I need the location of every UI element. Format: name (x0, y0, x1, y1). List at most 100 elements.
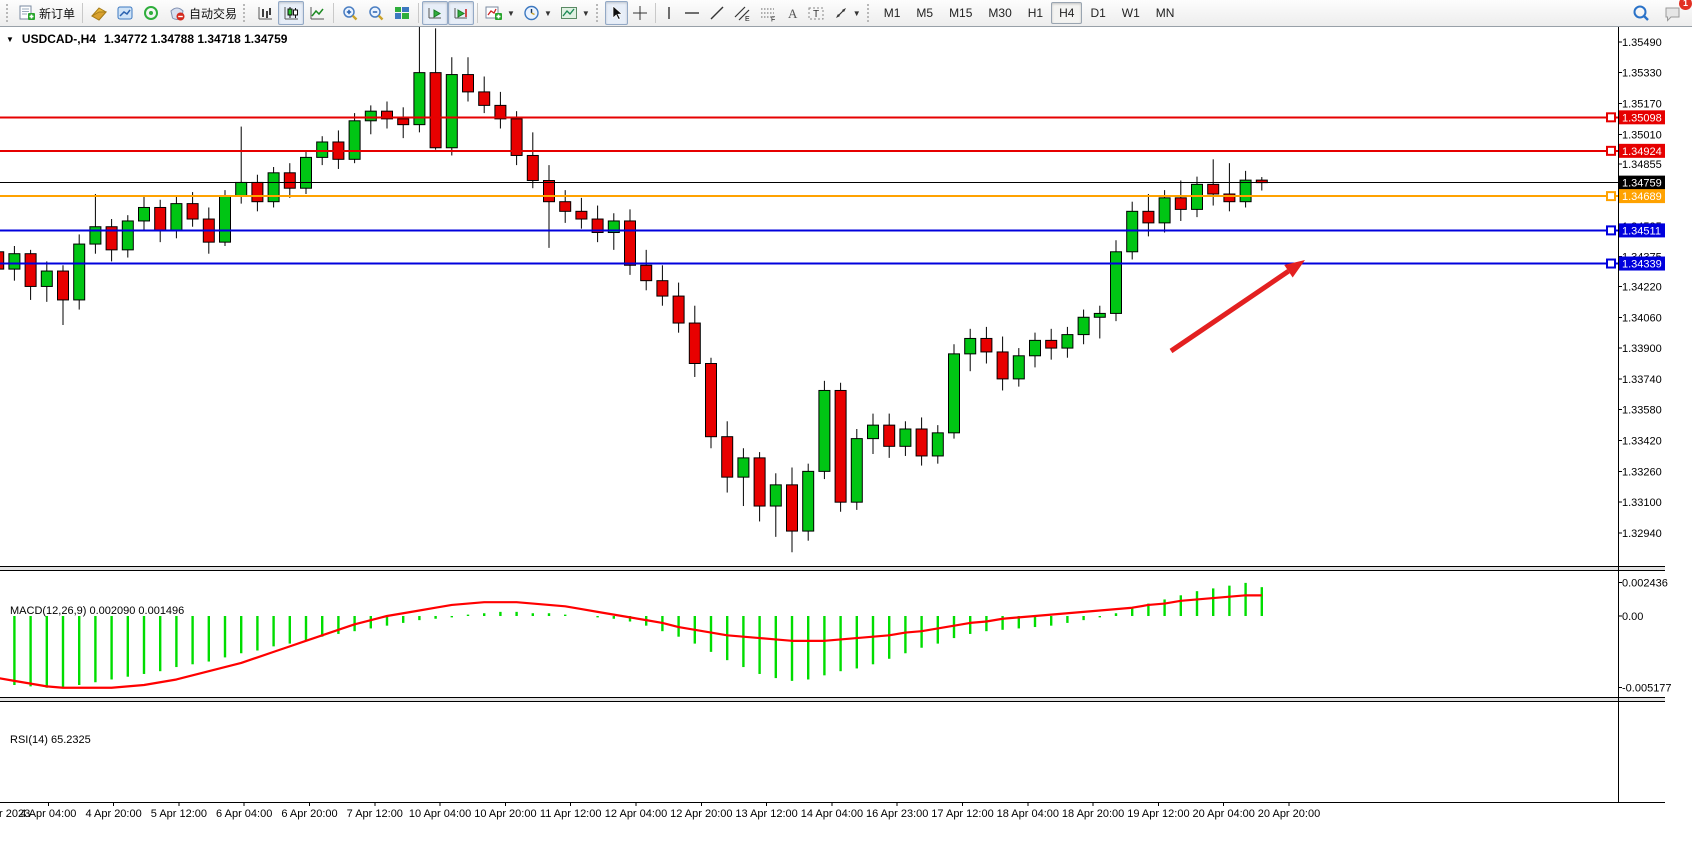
new-order-button[interactable]: 新订单 (15, 1, 79, 25)
bar-chart-icon (258, 7, 273, 20)
cursor-icon (612, 5, 623, 20)
svg-text:6 Apr 04:00: 6 Apr 04:00 (216, 808, 272, 820)
gold-chip-button[interactable] (86, 1, 112, 25)
fibonacci-button[interactable]: F (755, 1, 781, 25)
timeframe-MN[interactable]: MN (1155, 6, 1175, 20)
timeframe-D1[interactable]: D1 (1090, 6, 1106, 20)
equidistant-channel-button[interactable]: E (729, 1, 755, 25)
separator (654, 3, 656, 23)
dropdown-caret-icon: ▼ (581, 8, 590, 18)
svg-text:10 Apr 20:00: 10 Apr 20:00 (474, 808, 536, 820)
gold-chip-icon (91, 7, 108, 21)
svg-text:1.34924: 1.34924 (1622, 146, 1662, 158)
crosshair-button[interactable] (628, 1, 652, 25)
svg-text:1.35490: 1.35490 (1622, 37, 1662, 49)
text-label-button[interactable]: T (803, 1, 829, 25)
zoom-in-button[interactable] (337, 1, 363, 25)
svg-text:12 Apr 04:00: 12 Apr 04:00 (605, 808, 667, 820)
signals-button[interactable] (138, 1, 164, 25)
svg-text:1.35010: 1.35010 (1622, 129, 1662, 141)
chart-canvas[interactable]: 1.356501.354901.353301.351701.350101.348… (0, 0, 1692, 828)
chart-title: ▼ USDCAD-,H4 1.34772 1.34788 1.34718 1.3… (6, 32, 287, 46)
toolbar-grip[interactable] (6, 4, 11, 22)
new-order-label: 新订单 (39, 6, 76, 21)
text-label-icon: T (808, 7, 824, 20)
horizontal-line-button[interactable] (679, 1, 705, 25)
timeframe-H1[interactable]: H1 (1027, 6, 1044, 20)
toolbar-grip[interactable] (243, 4, 248, 22)
line-handle[interactable] (1606, 191, 1616, 202)
svg-text:1.33420: 1.33420 (1622, 436, 1662, 448)
line-handle[interactable] (1606, 258, 1616, 269)
timeframe-H4[interactable]: H4 (1051, 2, 1083, 24)
separator (477, 3, 479, 23)
vertical-line-button[interactable] (659, 1, 679, 25)
svg-text:0.002436: 0.002436 (1622, 577, 1668, 589)
timeframe-M5[interactable]: M5 (916, 6, 934, 20)
auto-scroll-icon (428, 8, 442, 19)
tile-windows-button[interactable] (389, 1, 415, 25)
line-chart-icon (310, 7, 325, 20)
line-handle[interactable] (1606, 145, 1616, 156)
notifications-button[interactable]: 1 (1660, 0, 1692, 25)
bar-chart-button[interactable] (252, 1, 278, 25)
signals-icon (144, 6, 159, 20)
svg-text:7 Apr 12:00: 7 Apr 12:00 (347, 808, 403, 820)
svg-text:16 Apr 23:00: 16 Apr 23:00 (866, 808, 928, 820)
svg-text:3 Apr 2023: 3 Apr 2023 (0, 808, 30, 820)
cursor-button[interactable] (604, 1, 628, 25)
svg-text:20 Apr 04:00: 20 Apr 04:00 (1193, 808, 1255, 820)
text-button[interactable]: A (781, 1, 803, 25)
svg-text:1.35170: 1.35170 (1622, 98, 1662, 110)
notification-badge: 1 (1679, 0, 1692, 10)
price-badge (1619, 143, 1665, 158)
chart-window-button[interactable] (112, 1, 138, 25)
zoom-out-button[interactable] (363, 1, 389, 25)
auto-scroll-button[interactable] (422, 1, 449, 25)
symbol-menu-icon[interactable]: ▼ (6, 34, 14, 44)
autotrading-button[interactable]: 自动交易 (164, 1, 241, 25)
line-handle[interactable] (1606, 225, 1616, 236)
timeframe-M30[interactable]: M30 (988, 6, 1012, 20)
indicators-button[interactable]: ▼ (481, 1, 519, 25)
trendline-button[interactable] (705, 1, 729, 25)
templates-button[interactable]: ▼ (556, 1, 594, 25)
clock-icon (524, 5, 539, 21)
timeframe-M1[interactable]: M1 (883, 6, 901, 20)
svg-text:1.34759: 1.34759 (1622, 178, 1662, 190)
candlestick-button[interactable] (278, 1, 305, 25)
chat-bubble-icon (1665, 7, 1680, 22)
trend-arrow[interactable] (1169, 269, 1290, 354)
toolbar-grip[interactable] (866, 4, 872, 22)
line-chart-button[interactable] (304, 1, 330, 25)
search-button[interactable] (1628, 1, 1654, 25)
svg-text:1.34339: 1.34339 (1622, 259, 1662, 271)
dropdown-caret-icon: ▼ (507, 8, 515, 18)
svg-text:1.34220: 1.34220 (1622, 281, 1662, 293)
periods-button[interactable]: ▼ (519, 1, 556, 25)
trend-arrow-head[interactable] (1284, 260, 1305, 278)
svg-text:18 Apr 20:00: 18 Apr 20:00 (1062, 808, 1124, 820)
chart-shift-button[interactable] (448, 1, 475, 25)
arrows-icon (835, 8, 846, 18)
svg-text:1.33740: 1.33740 (1622, 374, 1662, 386)
svg-text:1.34511: 1.34511 (1622, 225, 1661, 237)
dropdown-caret-icon: ▼ (852, 8, 861, 18)
svg-text:0.00: 0.00 (1622, 611, 1643, 623)
toolbar-grip[interactable] (595, 4, 601, 22)
fibonacci-icon: F (760, 8, 775, 22)
arrows-button[interactable]: ▼ (829, 1, 865, 25)
separator (418, 3, 420, 23)
svg-text:12 Apr 20:00: 12 Apr 20:00 (670, 808, 732, 820)
svg-text:18 Apr 04:00: 18 Apr 04:00 (997, 808, 1059, 820)
line-handle[interactable] (1606, 112, 1616, 123)
timeframe-W1[interactable]: W1 (1121, 6, 1140, 20)
candles-layer (0, 11, 1268, 553)
price-badge (1619, 223, 1665, 238)
svg-text:5 Apr 12:00: 5 Apr 12:00 (151, 808, 207, 820)
timeframe-M15[interactable]: M15 (949, 6, 973, 20)
crosshair-icon (632, 6, 647, 20)
